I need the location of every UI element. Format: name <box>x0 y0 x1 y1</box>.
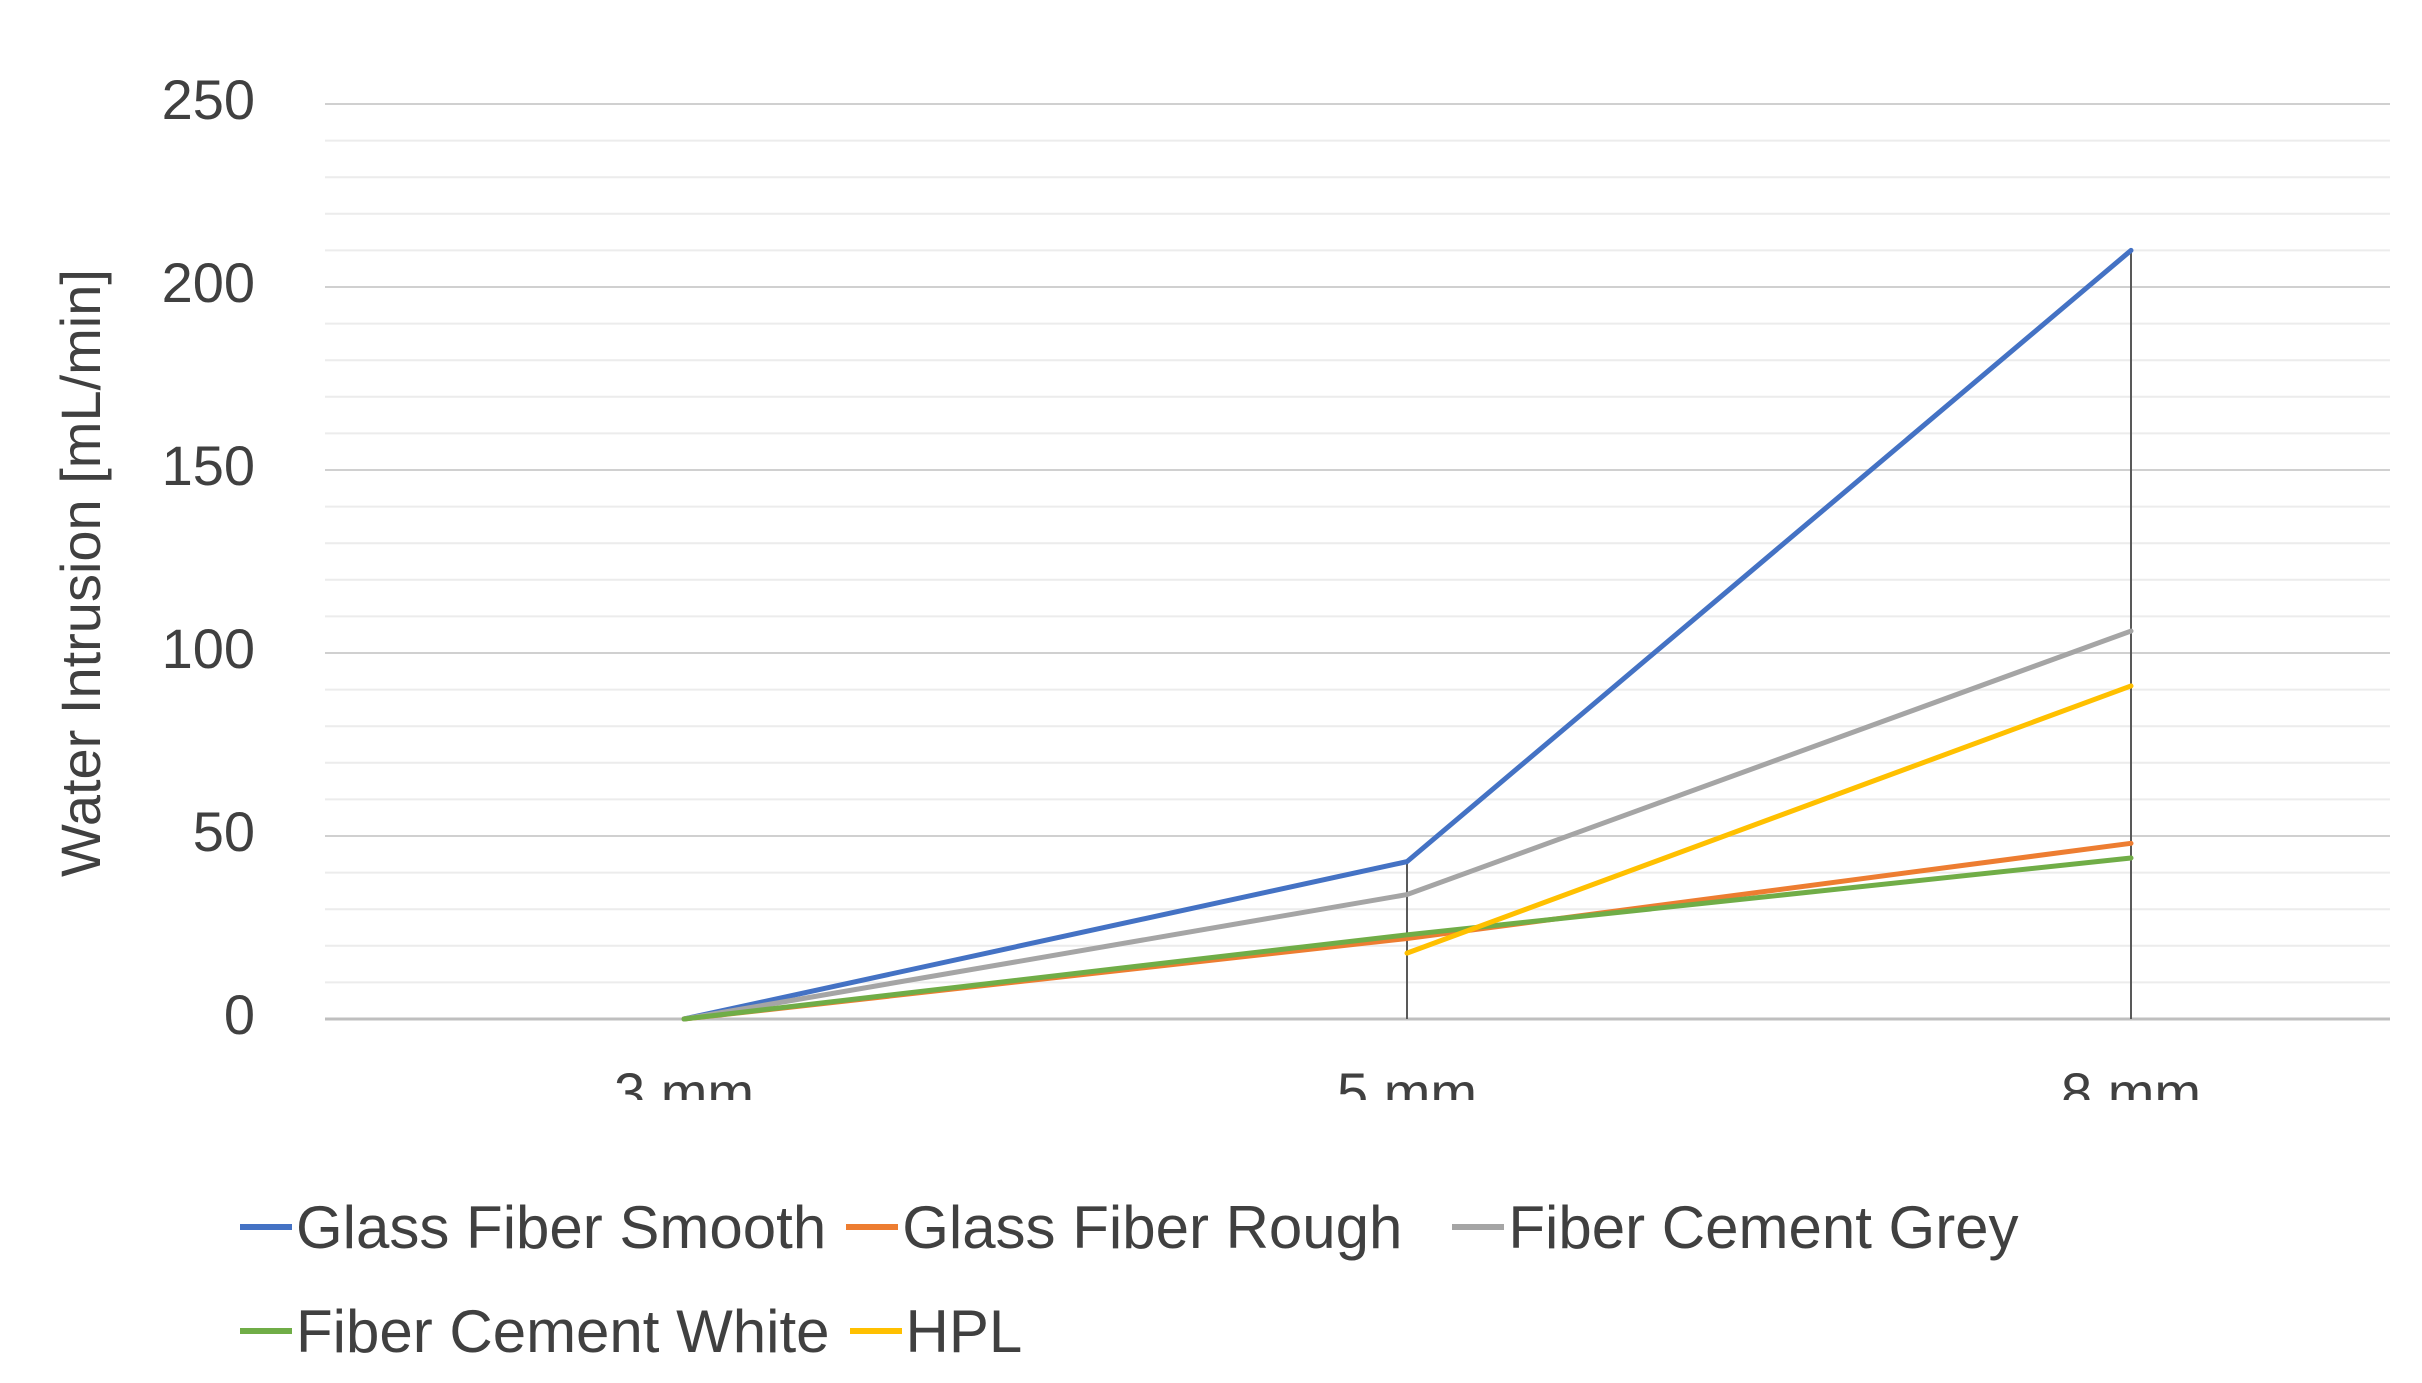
y-tick-label: 100 <box>162 617 255 680</box>
x-axis-ticks: 3 mm 5 mm 8 mm <box>614 1061 2201 1100</box>
x-tick-label: 5 mm <box>1337 1061 1477 1100</box>
legend-swatch <box>1452 1224 1505 1230</box>
y-tick-label: 50 <box>193 800 255 863</box>
series-line-fiber-cement-grey <box>681 628 2134 1022</box>
y-axis-ticks: 0 50 100 150 200 250 <box>162 68 255 1046</box>
legend-row: Fiber Cement White HPL <box>240 1279 2240 1383</box>
legend-row: Glass Fiber Smooth Glass Fiber Rough Fib… <box>240 1175 2240 1279</box>
legend-label: Fiber Cement Grey <box>1508 1193 2019 1261</box>
legend-label: Glass Fiber Smooth <box>296 1193 827 1261</box>
x-tick-label: 3 mm <box>614 1061 754 1100</box>
legend-item-hpl: HPL <box>849 1297 1023 1366</box>
y-tick-label: 150 <box>162 434 255 497</box>
legend-item-fiber-cement-grey: Fiber Cement Grey <box>1452 1193 2019 1262</box>
y-tick-label: 0 <box>224 983 255 1046</box>
legend-label: HPL <box>905 1297 1023 1365</box>
series-line-hpl <box>1404 683 2134 956</box>
series-lines <box>681 247 2134 1022</box>
y-tick-label: 250 <box>162 68 255 131</box>
legend-swatch <box>240 1224 292 1230</box>
legend-swatch <box>849 1328 902 1334</box>
legend-item-glass-fiber-rough: Glass Fiber Rough <box>846 1193 1402 1262</box>
legend-item-glass-fiber-smooth: Glass Fiber Smooth <box>240 1193 826 1262</box>
legend-swatch <box>846 1224 899 1230</box>
legend-item-fiber-cement-white: Fiber Cement White <box>240 1297 830 1366</box>
y-axis-label: Water Intrusion [mL/min] <box>49 269 112 877</box>
major-gridlines <box>325 103 2390 1021</box>
line-chart: 0 50 100 150 200 250 3 mm 5 mm 8 mm Water Intru… <box>49 68 2390 1100</box>
drop-lines <box>1406 250 2132 1019</box>
legend-label: Glass Fiber Rough <box>902 1193 1403 1261</box>
x-tick-label: 8 mm <box>2061 1061 2201 1100</box>
minor-gridlines <box>325 139 2390 984</box>
legend-label: Fiber Cement White <box>296 1297 830 1365</box>
legend-swatch <box>240 1328 292 1334</box>
series-line-glass-fiber-smooth <box>681 247 2134 1022</box>
y-tick-label: 200 <box>162 251 255 314</box>
series-line-fiber-cement-white <box>681 855 2134 1022</box>
legend: Glass Fiber Smooth Glass Fiber Rough Fib… <box>240 1175 2240 1383</box>
